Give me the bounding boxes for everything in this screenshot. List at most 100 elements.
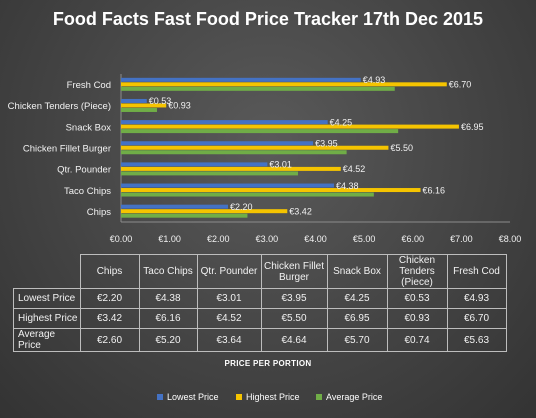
category-label: Taco Chips xyxy=(64,186,111,197)
x-tick-label: €5.00 xyxy=(353,234,376,244)
table-cell: €4.93 xyxy=(446,288,507,309)
table-cell: €6.16 xyxy=(138,308,198,329)
bar-average-price xyxy=(121,150,347,155)
table-cell: €0.53 xyxy=(386,288,448,309)
table-cell: €4.38 xyxy=(138,288,198,309)
bar-lowest-price xyxy=(121,141,314,146)
x-tick-label: €8.00 xyxy=(499,234,522,244)
data-label: €6.70 xyxy=(449,80,472,90)
table-cell: €5.63 xyxy=(446,328,507,352)
legend-swatch-average xyxy=(316,394,322,400)
table-cell: €5.70 xyxy=(326,328,388,352)
category-label: Chicken Fillet Burger xyxy=(23,144,111,155)
legend-item-highest: Highest Price xyxy=(236,392,300,402)
data-table: Chips Taco Chips Qtr. Pounder Chicken Fi… xyxy=(13,254,507,352)
row-label: Highest Price xyxy=(13,308,81,329)
table-cell: €4.64 xyxy=(260,328,328,352)
table-header-cell: Qtr. Pounder xyxy=(196,254,262,289)
data-label: €6.16 xyxy=(423,185,446,195)
bar-highest-price xyxy=(121,103,167,108)
category-label: Chicken Tenders (Piece) xyxy=(8,101,111,112)
category-label: Fresh Cod xyxy=(67,80,111,91)
bar-lowest-price xyxy=(121,120,328,125)
data-label: €6.95 xyxy=(461,122,484,132)
bar-average-price xyxy=(121,107,157,112)
table-header-row: Chips Taco Chips Qtr. Pounder Chicken Fi… xyxy=(13,254,507,289)
data-label: €4.52 xyxy=(343,164,366,174)
bar-average-price xyxy=(121,129,399,134)
bar-lowest-price xyxy=(121,77,361,82)
data-label: €3.95 xyxy=(315,139,338,149)
data-label: €4.93 xyxy=(363,75,386,85)
data-label: €3.01 xyxy=(269,160,292,170)
bar-highest-price xyxy=(121,209,288,214)
row-label: Lowest Price xyxy=(13,288,81,309)
data-label: €0.53 xyxy=(149,96,172,106)
bar-average-price xyxy=(121,192,374,197)
category-label: Chips xyxy=(87,207,112,218)
bar-highest-price xyxy=(121,124,459,129)
table-cell: €2.60 xyxy=(79,328,140,352)
table-cell: €5.20 xyxy=(138,328,198,352)
table-row: Highest Price €3.42 €6.16 €4.52 €5.50 €6… xyxy=(13,308,507,329)
table-header-cell: Chips xyxy=(79,254,140,289)
row-label: Average Price xyxy=(13,328,81,352)
x-tick-label: €7.00 xyxy=(450,234,473,244)
data-label: €4.38 xyxy=(336,181,359,191)
bar-lowest-price xyxy=(121,98,147,103)
table-cell: €3.64 xyxy=(196,328,262,352)
x-axis-title: PRICE PER PORTION xyxy=(224,359,312,368)
table-cell: €6.70 xyxy=(446,308,507,329)
x-tick-label: €1.00 xyxy=(158,234,181,244)
table-cell: €4.25 xyxy=(326,288,388,309)
bar-highest-price xyxy=(121,188,421,193)
table-cell: €2.20 xyxy=(79,288,140,309)
data-label: €4.25 xyxy=(330,117,353,127)
bar-lowest-price xyxy=(121,162,268,167)
category-label: Snack Box xyxy=(66,122,112,133)
table-cell: €0.74 xyxy=(386,328,448,352)
data-label: €2.20 xyxy=(230,202,253,212)
table-cell: €3.01 xyxy=(196,288,262,309)
category-label: Qtr. Pounder xyxy=(57,165,111,176)
legend-swatch-highest xyxy=(236,394,242,400)
data-label: €3.42 xyxy=(289,206,312,216)
table-cell: €0.93 xyxy=(386,308,448,329)
x-tick-label: €4.00 xyxy=(304,234,327,244)
bar-lowest-price xyxy=(121,204,228,209)
legend-item-average: Average Price xyxy=(316,392,382,402)
table-header-cell: Chicken Tenders (Piece) xyxy=(386,254,448,289)
bar-highest-price xyxy=(121,166,341,171)
legend-label-lowest: Lowest Price xyxy=(167,392,219,402)
x-tick-label: €3.00 xyxy=(256,234,279,244)
table-header-cell: Fresh Cod xyxy=(446,254,507,289)
legend-label-average: Average Price xyxy=(326,392,383,402)
bar-lowest-price xyxy=(121,183,334,188)
table-cell: €3.42 xyxy=(79,308,140,329)
table-header-cell: Taco Chips xyxy=(138,254,198,289)
table-cell: €5.50 xyxy=(260,308,328,329)
x-tick-label: €6.00 xyxy=(401,234,424,244)
bar-average-price xyxy=(121,86,395,91)
bar-average-price xyxy=(121,213,248,218)
legend-swatch-lowest xyxy=(157,394,163,400)
chart-title: Food Facts Fast Food Price Tracker 17th … xyxy=(52,9,484,29)
table-cell: €6.95 xyxy=(326,308,388,329)
data-label: €5.50 xyxy=(390,143,413,153)
table-row: Average Price €2.60 €5.20 €3.64 €4.64 €5… xyxy=(13,328,507,352)
bar-average-price xyxy=(121,171,298,176)
table-header-cell: Chicken Fillet Burger xyxy=(260,254,328,289)
x-tick-label: €0.00 xyxy=(110,234,133,244)
table-cell: €4.52 xyxy=(196,308,262,329)
x-tick-label: €2.00 xyxy=(207,234,230,244)
table-row: Lowest Price €2.20 €4.38 €3.01 €3.95 €4.… xyxy=(13,288,507,309)
table-corner-cell xyxy=(13,254,81,289)
legend-item-lowest: Lowest Price xyxy=(157,392,219,402)
bar-highest-price xyxy=(121,82,447,87)
table-header-cell: Snack Box xyxy=(326,254,388,289)
data-label: €0.93 xyxy=(168,101,191,111)
table-cell: €3.95 xyxy=(260,288,328,309)
legend-label-highest: Highest Price xyxy=(246,392,300,402)
